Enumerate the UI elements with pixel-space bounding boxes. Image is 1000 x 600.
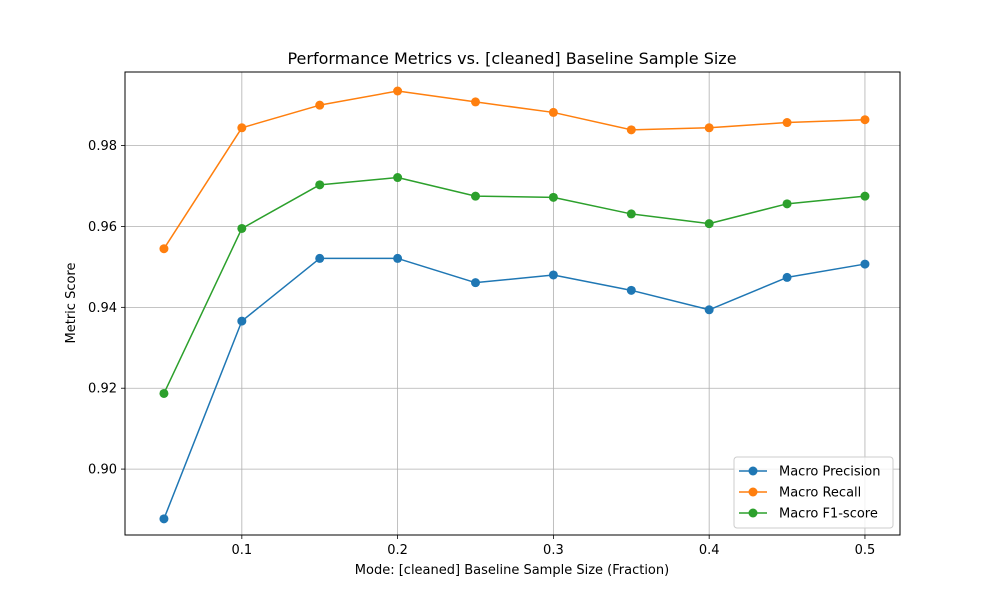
legend-item-macro-precision: Macro Precision bbox=[739, 465, 880, 480]
macro-recall-point bbox=[704, 123, 714, 133]
macro-recall-point bbox=[315, 100, 325, 110]
legend-marker bbox=[748, 508, 758, 518]
x-axis-title: Mode: [cleaned] Baseline Sample Size (Fr… bbox=[355, 563, 669, 578]
macro-precision-series bbox=[159, 253, 870, 524]
macro-precision-point bbox=[315, 253, 325, 263]
legend-item-macro-recall: Macro Recall bbox=[739, 486, 861, 501]
macro-precision-point bbox=[782, 272, 792, 282]
y-tick-label: 0.92 bbox=[88, 382, 117, 397]
macro-precision-point bbox=[548, 270, 558, 280]
macro-recall-series bbox=[159, 86, 870, 254]
macro-recall-point bbox=[548, 107, 558, 117]
y-axis-title: Metric Score bbox=[64, 263, 79, 344]
macro-recall-line bbox=[163, 90, 865, 250]
y-tick-label: 0.94 bbox=[88, 301, 117, 316]
legend-label: Macro Recall bbox=[779, 486, 861, 501]
macro-f1-score-point bbox=[704, 219, 714, 229]
macro-f1-score-point bbox=[782, 199, 792, 209]
legend-box bbox=[733, 456, 894, 529]
macro-precision-point bbox=[237, 316, 247, 326]
macro-f1-score-point bbox=[237, 223, 247, 233]
macro-f1-score-point bbox=[471, 191, 481, 201]
y-tick-label: 0.98 bbox=[88, 139, 117, 154]
macro-precision-point bbox=[626, 285, 636, 295]
legend-item-macro-f1-score: Macro F1-score bbox=[739, 507, 878, 522]
legend-marker bbox=[748, 466, 758, 476]
macro-recall-point bbox=[393, 86, 403, 96]
macro-precision-point bbox=[159, 514, 169, 524]
macro-precision-point bbox=[704, 305, 714, 315]
y-tick-label: 0.96 bbox=[88, 220, 117, 235]
axis-ticks: 0.1 0.2 0.3 0.4 0.5 0.90 0.92 0.94 0.96 0.98 bbox=[88, 139, 875, 558]
macro-recall-point bbox=[860, 115, 870, 125]
series-layer bbox=[159, 86, 870, 524]
macro-f1-score-point bbox=[548, 192, 558, 202]
legend-label: Macro Precision bbox=[779, 465, 880, 480]
macro-f1-score-point bbox=[393, 173, 403, 183]
macro-f1-score-point bbox=[159, 388, 169, 398]
macro-recall-point bbox=[237, 123, 247, 133]
x-tick-label: 0.5 bbox=[855, 543, 876, 558]
macro-f1-score-point bbox=[626, 209, 636, 219]
legend-label: Macro F1-score bbox=[779, 507, 878, 522]
macro-precision-point bbox=[860, 259, 870, 269]
macro-recall-point bbox=[626, 125, 636, 135]
macro-precision-point bbox=[471, 278, 481, 288]
macro-f1-score-point bbox=[315, 180, 325, 190]
legend-marker bbox=[748, 487, 758, 497]
macro-f1-score-line bbox=[163, 176, 866, 394]
chart-title: Performance Metrics vs. [cleaned] Baseli… bbox=[287, 49, 736, 68]
macro-f1-score-point bbox=[860, 191, 870, 201]
macro-recall-point bbox=[159, 244, 169, 254]
x-tick-label: 0.2 bbox=[387, 543, 408, 558]
y-tick-label: 0.90 bbox=[88, 463, 117, 478]
x-tick-label: 0.1 bbox=[231, 543, 252, 558]
macro-recall-point bbox=[471, 97, 481, 107]
macro-precision-point bbox=[393, 253, 403, 263]
macro-precision-line bbox=[163, 257, 866, 520]
grid-lines bbox=[125, 72, 900, 535]
macro-recall-point bbox=[782, 118, 792, 128]
macro-f1-score-series bbox=[159, 173, 870, 398]
x-tick-label: 0.3 bbox=[543, 543, 564, 558]
legend: Macro Precision Macro Recall Macro F1-scor… bbox=[733, 456, 894, 529]
plot-frame bbox=[124, 71, 901, 536]
x-tick-label: 0.4 bbox=[699, 543, 720, 558]
